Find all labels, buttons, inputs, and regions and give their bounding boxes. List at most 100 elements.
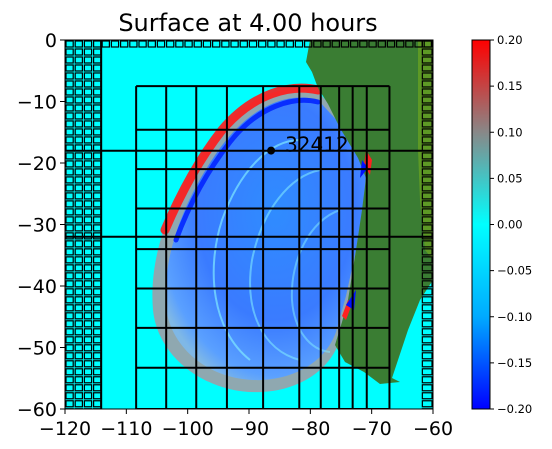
coarse-cell: [83, 208, 93, 216]
coarse-cell: [74, 48, 83, 56]
coarse-cell: [421, 392, 433, 400]
colorbar-tick-label: 0.20: [497, 33, 523, 47]
coarse-cell: [74, 40, 83, 48]
coarse-cell: [83, 152, 93, 160]
coarse-cell: [74, 320, 83, 328]
coarse-cell: [193, 40, 202, 48]
coarse-cell: [421, 104, 433, 112]
coarse-cell: [221, 40, 230, 48]
coarse-cell: [65, 376, 74, 384]
coarse-cell: [65, 264, 74, 272]
coarse-cell: [74, 168, 83, 176]
coarse-cell: [421, 176, 433, 184]
coarse-cell: [421, 368, 433, 376]
coarse-cell: [421, 128, 433, 136]
x-tick-label: −100: [162, 418, 214, 440]
coarse-cell: [349, 40, 359, 48]
coarse-cell: [421, 64, 433, 72]
coarse-cell: [83, 104, 93, 112]
coarse-cell: [74, 360, 83, 368]
coarse-cell: [421, 192, 433, 200]
coarse-cell: [421, 168, 433, 176]
coarse-cell: [83, 64, 93, 72]
coarse-cell: [421, 312, 433, 320]
coarse-cell: [74, 200, 83, 208]
coarse-cell: [83, 320, 93, 328]
coarse-cell: [65, 104, 74, 112]
coarse-cell: [83, 312, 93, 320]
coarse-cell: [83, 96, 93, 104]
coarse-cell: [421, 376, 433, 384]
coarse-cell: [65, 248, 74, 256]
coarse-cell: [65, 40, 74, 48]
wave-ring-3: [290, 209, 341, 353]
x-tick-label: −120: [39, 418, 91, 440]
coarse-cell: [421, 384, 433, 392]
colorbar-tick-label: −0.15: [497, 356, 532, 370]
coarse-cell: [65, 112, 74, 120]
coarse-cell: [83, 224, 93, 232]
coarse-cell: [74, 376, 83, 384]
coarse-cell: [74, 80, 83, 88]
coarse-cell: [421, 152, 433, 160]
coarse-cell: [138, 40, 147, 48]
coarse-cell: [267, 40, 276, 48]
coarse-cell: [65, 272, 74, 280]
coarse-cell: [74, 72, 83, 80]
coarse-cell: [74, 384, 83, 392]
coarse-cell: [83, 400, 93, 408]
coarse-cell: [421, 240, 433, 248]
coarse-cell: [74, 280, 83, 288]
colorbar-tick-label: 0.05: [497, 171, 523, 185]
plot-area: 32412: [65, 40, 433, 409]
chart-title: Surface at 4.00 hours: [118, 9, 377, 37]
x-tick-label: −110: [100, 418, 152, 440]
coarse-cell: [211, 40, 221, 48]
coarse-cell: [421, 88, 433, 96]
coarse-cell: [83, 376, 93, 384]
coarse-cell: [74, 152, 83, 160]
coarse-cell: [421, 272, 433, 280]
coarse-cell: [83, 336, 93, 344]
coarse-cell: [83, 80, 93, 88]
coarse-cell: [421, 304, 433, 312]
coarse-cell: [65, 96, 74, 104]
coarse-cell: [83, 48, 93, 56]
colorbar-tick-label: −0.20: [497, 402, 532, 416]
coarse-cell: [421, 200, 433, 208]
coarse-cell: [83, 56, 93, 64]
coarse-cell: [65, 400, 74, 408]
coarse-cell: [421, 136, 433, 144]
coarse-cell: [65, 120, 74, 128]
y-tick-label: 0: [45, 30, 57, 52]
coarse-cell: [74, 96, 83, 104]
coarse-cell: [83, 368, 93, 376]
coarse-cell: [65, 320, 74, 328]
coarse-cell: [65, 72, 74, 80]
coarse-cell: [83, 272, 93, 280]
coarse-cell: [285, 40, 294, 48]
coarse-cell: [239, 40, 248, 48]
south-america-land: [306, 40, 433, 384]
coarse-cell: [83, 168, 93, 176]
coarse-cell: [65, 48, 74, 56]
coarse-cell: [74, 216, 83, 224]
coarse-cell: [74, 176, 83, 184]
coarse-cell: [83, 264, 93, 272]
coarse-cell: [331, 40, 340, 48]
coarse-cell: [421, 160, 433, 168]
x-tick-label: −70: [352, 418, 392, 440]
coarse-cell: [202, 40, 212, 48]
coarse-cell: [65, 368, 74, 376]
coarse-cell: [74, 160, 83, 168]
x-tick-label: −90: [229, 418, 269, 440]
colorbar-tick-label: −0.10: [497, 310, 532, 324]
colorbar: 0.20 0.15 0.10 0.05 0.00 −0.05 −0.10 −0.15 −0.20: [471, 33, 532, 416]
coarse-cell: [65, 208, 74, 216]
coarse-cell: [421, 48, 433, 56]
colorbar-ticks: 0.20 0.15 0.10 0.05 0.00 −0.05 −0.10 −0.15 −0.20: [490, 33, 532, 416]
coarse-cell: [74, 304, 83, 312]
coarse-cell: [74, 328, 83, 336]
coarse-cell: [65, 88, 74, 96]
